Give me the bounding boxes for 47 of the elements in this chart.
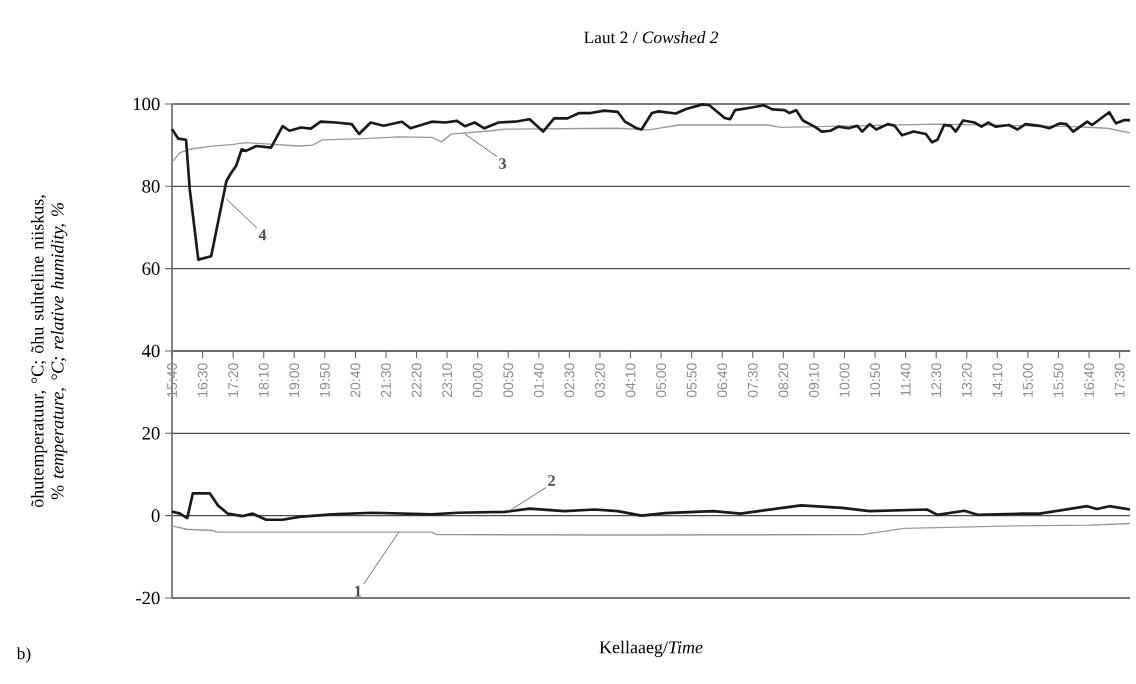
x-tick-label: 12:30 (931, 363, 942, 397)
x-tick-label: 17:30 (1114, 363, 1125, 397)
x-axis-title: Kellaaeg/Time (599, 640, 703, 658)
x-tick-label: 15:00 (1022, 363, 1033, 397)
y-tick-label: 80 (142, 180, 160, 193)
x-tick-label: 07:30 (747, 363, 758, 398)
x-tick-label: 19:00 (289, 363, 300, 397)
x-tick-label: 15:50 (1053, 363, 1064, 397)
x-tick-label: 00:00 (472, 363, 483, 398)
chart-title: Laut 2 / Cowshed 2 (584, 31, 719, 44)
y-tick-label: -20 (136, 591, 160, 605)
x-tick-label: 11:40 (900, 363, 911, 396)
x-tick-label: 10:00 (839, 363, 850, 397)
y-tick-label: 60 (142, 262, 160, 275)
y-tick-label: 40 (141, 344, 160, 358)
x-tick-label: 10:50 (870, 363, 881, 397)
x-tick-label: 05:50 (686, 363, 697, 398)
y-tick-label: 0 (151, 509, 160, 522)
x-tick-label: 21:30 (381, 363, 391, 398)
x-tick-label: 16:30 (197, 363, 208, 397)
x-tick-label: 20:40 (350, 363, 361, 398)
x-tick-label: 22:20 (411, 363, 422, 398)
x-tick-label: 04:10 (625, 363, 636, 398)
x-tick-label: 15:40 (167, 363, 177, 397)
x-tick-label: 01:40 (533, 363, 544, 398)
x-tick-label: 13:20 (961, 363, 972, 397)
x-tick-label: 16:40 (1084, 363, 1095, 397)
annotation: 2 (548, 475, 555, 486)
annotation: 4 (258, 229, 267, 241)
annotation: 1 (355, 585, 362, 597)
x-tick-label: 09:10 (808, 363, 819, 398)
text: b) (16, 647, 31, 663)
x-tick-label: 19:50 (319, 363, 330, 397)
x-tick-label: 00:50 (503, 363, 514, 398)
x-tick-label: 08:20 (778, 363, 789, 398)
x-tick-label: 05:00 (656, 363, 667, 398)
y-tick-label: 100 (133, 97, 160, 111)
x-tick-label: 03:20 (595, 363, 605, 398)
x-tick-label: 23:10 (442, 363, 453, 398)
y-tick-label: 20 (142, 427, 160, 440)
x-tick-label: 18:10 (258, 363, 269, 397)
x-tick-label: 14:10 (992, 363, 1003, 397)
x-tick-label: 06:40 (717, 363, 728, 398)
annotation: 3 (499, 158, 507, 169)
x-tick-label: 02:30 (564, 363, 575, 398)
y-axis-title: õhutemperatuur, °C; õhu suhteline niiskus, % temperature, °C; relative humidity, % (30, 195, 68, 508)
x-tick-label: 17:20 (228, 363, 239, 397)
